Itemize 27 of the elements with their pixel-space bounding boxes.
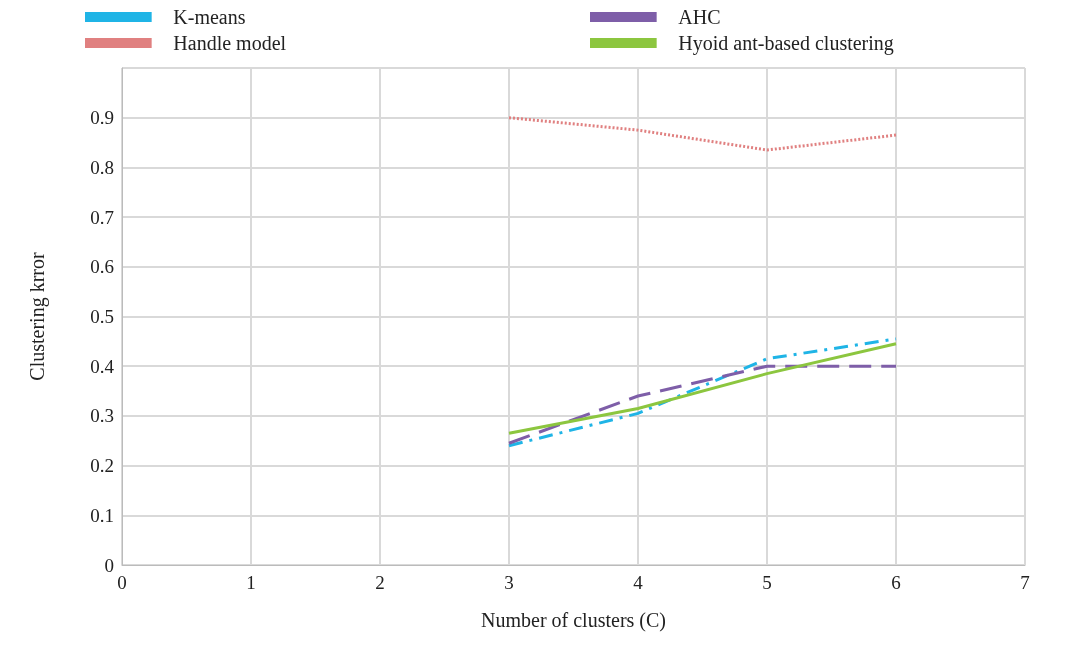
y-tick-label: 0.5 [90, 306, 114, 327]
x-tick-label: 2 [375, 572, 385, 593]
x-tick-label: 7 [1020, 572, 1030, 593]
y-axis-title: Clustering krror [26, 252, 49, 381]
y-tick-label: 0 [104, 554, 114, 576]
x-axis-title: Number of clusters (C) [481, 609, 666, 632]
legend-label: AHC [678, 6, 721, 28]
y-tick-label: 0.4 [90, 355, 115, 377]
x-tick-label: 6 [891, 572, 901, 593]
legend-label: K-means [173, 6, 246, 28]
legend-label: Handle model [173, 32, 287, 54]
line-series [507, 116, 898, 152]
y-tick-label: 0.3 [90, 405, 114, 427]
y-tick-label: 0.8 [90, 156, 114, 178]
x-tick-label: 4 [633, 572, 644, 593]
y-tick-label: 0.1 [90, 504, 114, 526]
x-tick-label: 0 [117, 572, 127, 593]
y-tick-label: 0.9 [90, 107, 114, 129]
y-tick-label: 0.7 [90, 206, 114, 228]
x-tick-label: 5 [762, 572, 772, 593]
y-tick-label: 0.2 [90, 455, 114, 477]
x-tick-label: 1 [246, 572, 256, 593]
y-tick-label: 0.6 [90, 256, 114, 278]
line-series [507, 342, 898, 435]
legend-label: Hyoid ant-based clustering [678, 32, 894, 55]
x-tick-label: 3 [504, 572, 514, 593]
line-series [507, 337, 898, 448]
